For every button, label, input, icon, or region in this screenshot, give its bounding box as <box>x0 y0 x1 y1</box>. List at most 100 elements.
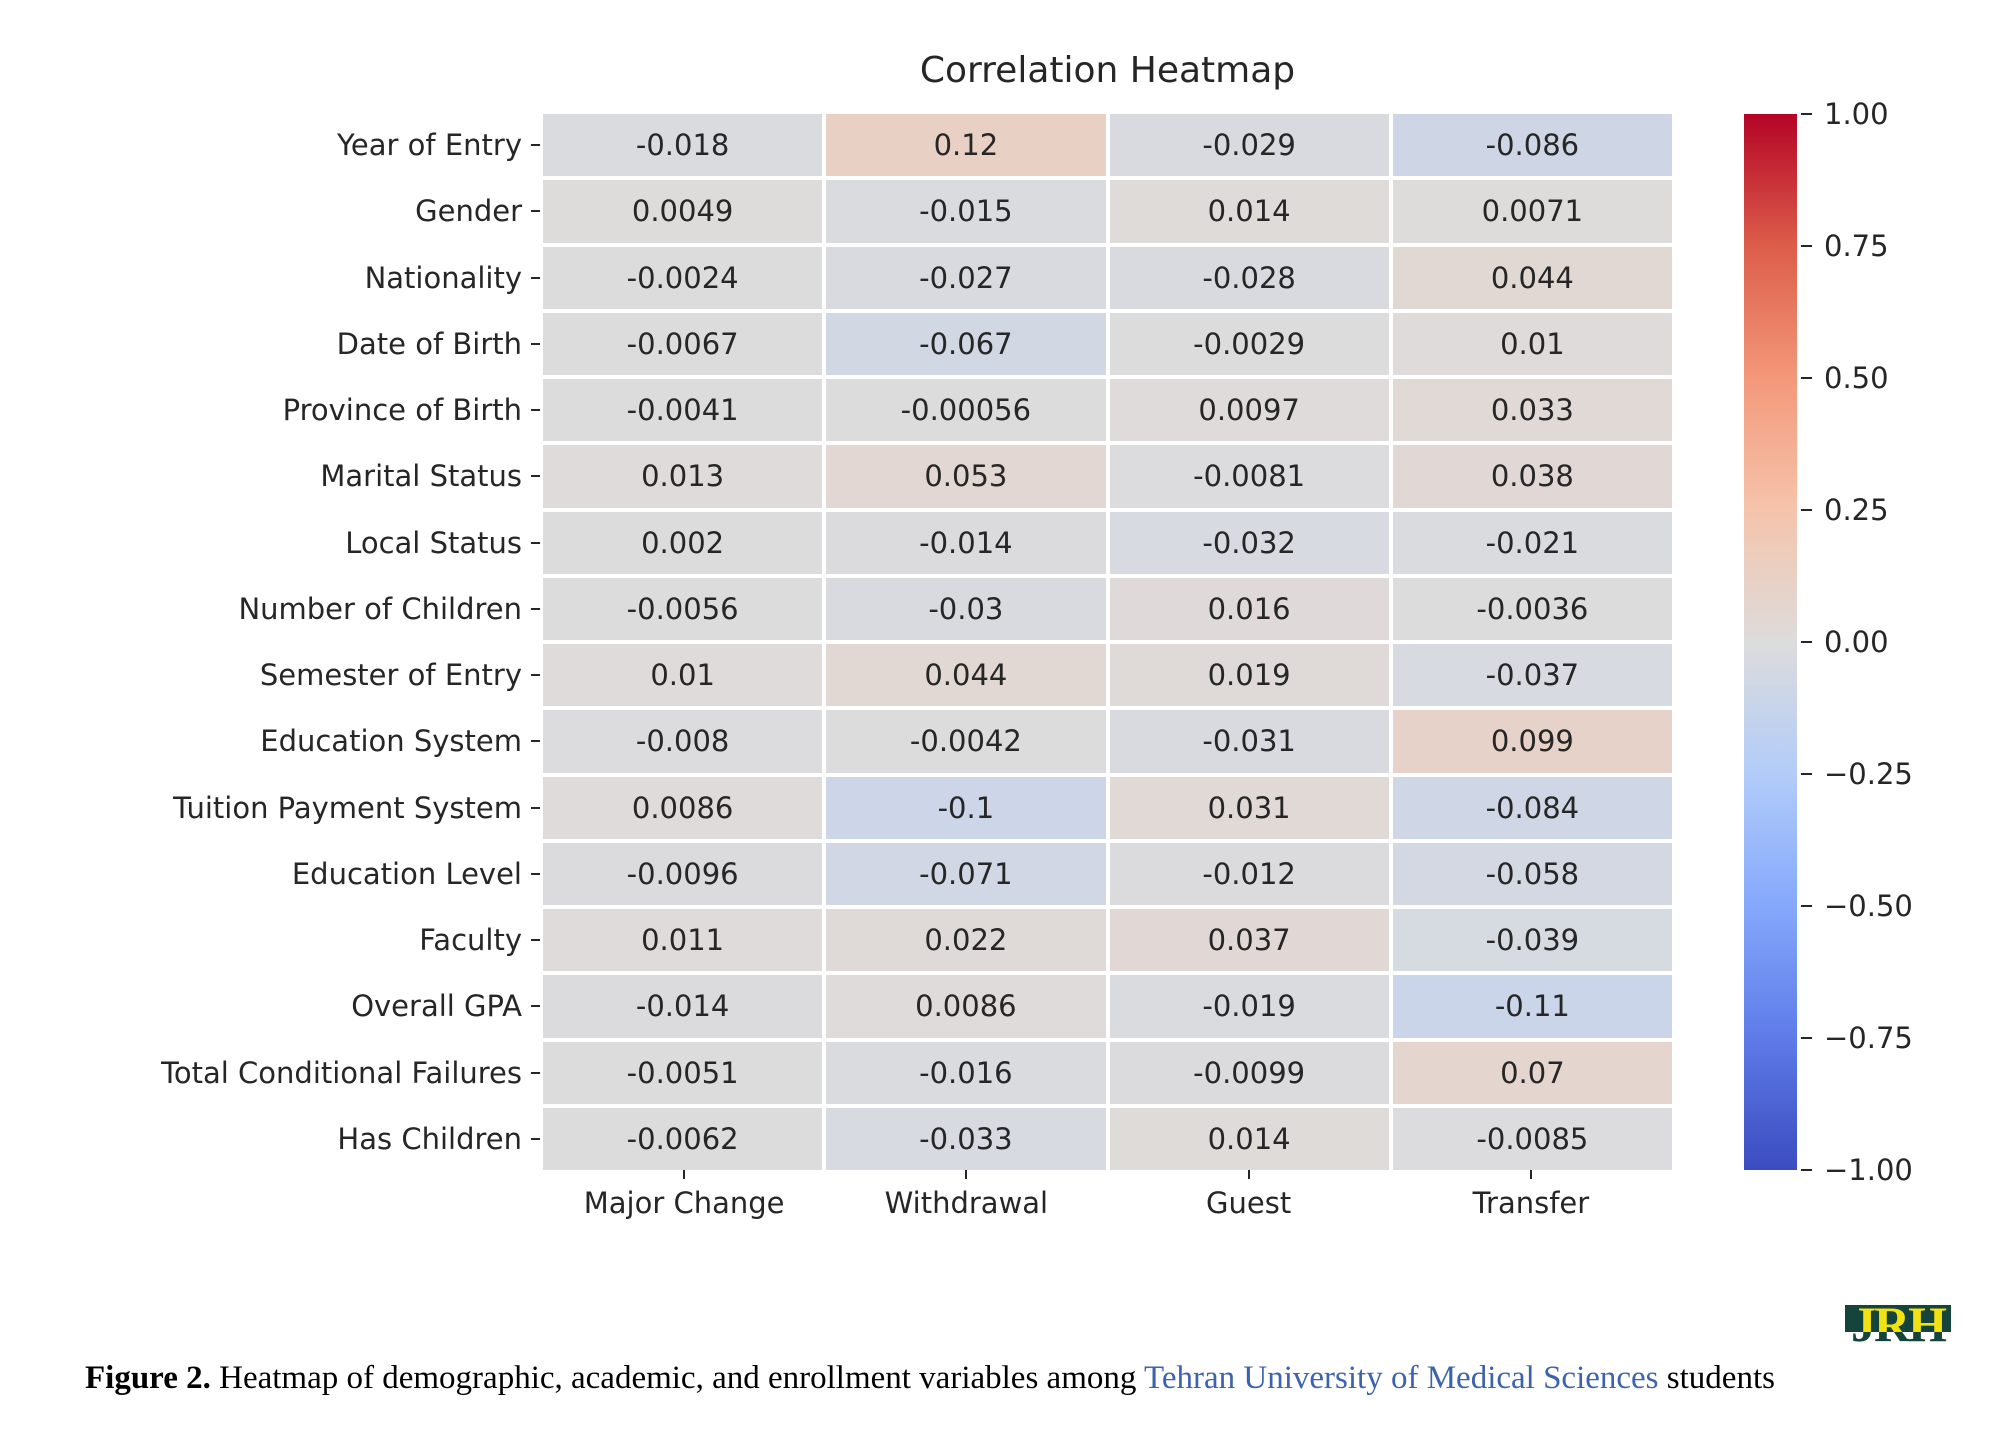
logo-text: JRH <box>1845 1332 1951 1349</box>
x-tick-col: Withdrawal <box>825 1170 1107 1220</box>
heatmap-cell: -0.1 <box>826 776 1106 839</box>
y-tick-label: Date of Birth <box>336 326 522 361</box>
y-tick-label: Year of Entry <box>337 128 522 163</box>
y-tick-mark <box>531 872 540 875</box>
logo-text: JRH <box>1845 1305 1951 1332</box>
heatmap-cell: -0.0067 <box>543 312 823 375</box>
heatmap-cell: -0.0029 <box>1109 312 1389 375</box>
y-tick-mark <box>531 740 540 743</box>
colorbar-tick-mark <box>1801 509 1812 511</box>
y-tick-row: Tuition Payment System <box>0 777 543 839</box>
x-tick-label: Withdrawal <box>884 1186 1049 1220</box>
y-tick-mark <box>531 1137 540 1140</box>
heatmap-cell: 0.053 <box>826 445 1106 508</box>
y-tick-label: Tuition Payment System <box>173 790 522 825</box>
y-tick-label: Semester of Entry <box>259 658 522 693</box>
y-tick-label: Marital Status <box>320 459 522 494</box>
colorbar-gradient <box>1744 114 1797 1170</box>
heatmap-cell: 0.011 <box>543 909 823 972</box>
logo-bottom-band: JRH <box>1845 1332 1951 1358</box>
heatmap-cell: -0.0036 <box>1392 577 1672 640</box>
y-tick-mark <box>531 806 540 809</box>
heatmap-cell: 0.022 <box>826 909 1106 972</box>
y-tick-row: Education Level <box>0 843 543 905</box>
x-tick-col: Guest <box>1108 1170 1390 1220</box>
heatmap-cell: -0.0041 <box>543 379 823 442</box>
heatmap-cell: -0.037 <box>1392 644 1672 707</box>
heatmap-cell: -0.029 <box>1109 114 1389 177</box>
heatmap-cell: -0.021 <box>1392 511 1672 574</box>
y-tick-row: Year of Entry <box>0 114 543 176</box>
heatmap-cell: 0.07 <box>1392 1041 1672 1104</box>
heatmap-cell: -0.0024 <box>543 246 823 309</box>
heatmap-cell: -0.0062 <box>543 1107 823 1170</box>
y-axis-labels: Year of Entry Gender Nationality Date of Bi… <box>0 114 543 1170</box>
y-tick-row: Marital Status <box>0 445 543 507</box>
heatmap-cell: -0.086 <box>1392 114 1672 177</box>
y-tick-mark <box>531 409 540 412</box>
colorbar-tick-label: −0.75 <box>1824 1021 1913 1055</box>
x-tick-mark <box>683 1170 686 1179</box>
heatmap-cell: -0.067 <box>826 312 1106 375</box>
heatmap-cell: 0.013 <box>543 445 823 508</box>
logo-top-band: JRH <box>1845 1305 1951 1332</box>
heatmap-cell: -0.032 <box>1109 511 1389 574</box>
heatmap-cell: -0.0099 <box>1109 1041 1389 1104</box>
x-tick-label: Guest <box>1206 1186 1292 1220</box>
x-tick-mark <box>1529 1170 1532 1179</box>
y-tick-label: Has Children <box>337 1121 522 1156</box>
heatmap-cell: 0.0086 <box>543 776 823 839</box>
y-tick-mark <box>531 210 540 213</box>
y-tick-mark <box>531 939 540 942</box>
heatmap-cell: -0.00056 <box>826 379 1106 442</box>
colorbar-tick-mark <box>1801 113 1812 115</box>
x-tick-label: Major Change <box>583 1186 785 1220</box>
heatmap-cell: 0.0071 <box>1392 180 1672 243</box>
y-tick-label: Nationality <box>364 260 522 295</box>
heatmap-cell: 0.01 <box>543 644 823 707</box>
y-tick-row: Faculty <box>0 909 543 971</box>
x-tick-col: Transfer <box>1390 1170 1672 1220</box>
heatmap-cell: -0.028 <box>1109 246 1389 309</box>
jrh-logo: JRH JRH <box>1845 1305 1951 1355</box>
heatmap-cell: 0.014 <box>1109 180 1389 243</box>
y-tick-row: Gender <box>0 180 543 242</box>
heatmap-cell: -0.014 <box>826 511 1106 574</box>
y-tick-row: Local Status <box>0 512 543 574</box>
heatmap-cell: 0.12 <box>826 114 1106 177</box>
y-tick-mark <box>531 342 540 345</box>
colorbar-tick-label: −0.50 <box>1824 889 1913 923</box>
x-tick-col: Major Change <box>543 1170 825 1220</box>
y-tick-row: Province of Birth <box>0 379 543 441</box>
y-tick-row: Overall GPA <box>0 975 543 1037</box>
y-tick-row: Nationality <box>0 247 543 309</box>
caption-figure-label: Figure 2. <box>85 1360 211 1396</box>
colorbar-tick-mark <box>1801 245 1812 247</box>
y-tick-row: Number of Children <box>0 578 543 640</box>
heatmap-cell: -0.012 <box>1109 842 1389 905</box>
heatmap-cell: -0.014 <box>543 975 823 1038</box>
heatmap-cell: -0.033 <box>826 1107 1106 1170</box>
colorbar-tick-mark <box>1801 1037 1812 1039</box>
heatmap-cell: 0.033 <box>1392 379 1672 442</box>
caption-text-before-link: Heatmap of demographic, academic, and en… <box>210 1360 1145 1396</box>
x-tick-mark <box>965 1170 968 1179</box>
heatmap-cell: 0.038 <box>1392 445 1672 508</box>
y-tick-mark <box>531 1005 540 1008</box>
y-tick-mark <box>531 607 540 610</box>
heatmap-cell: 0.002 <box>543 511 823 574</box>
chart-title: Correlation Heatmap <box>919 50 1296 91</box>
colorbar-tick-mark <box>1801 377 1812 379</box>
heatmap-cell: 0.037 <box>1109 909 1389 972</box>
heatmap-cell: 0.0086 <box>826 975 1106 1038</box>
heatmap-cell: 0.014 <box>1109 1107 1389 1170</box>
caption-link[interactable]: Tehran University of Medical Sciences <box>1144 1360 1659 1396</box>
x-axis-labels: Major Change Withdrawal Guest Transfer <box>543 1170 1672 1220</box>
caption-text-after-link: students <box>1658 1360 1775 1396</box>
y-tick-row: Date of Birth <box>0 313 543 375</box>
heatmap-cell: 0.099 <box>1392 710 1672 773</box>
y-tick-label: Province of Birth <box>282 393 522 428</box>
heatmap-cell: -0.0096 <box>543 842 823 905</box>
heatmap-cell: -0.015 <box>826 180 1106 243</box>
